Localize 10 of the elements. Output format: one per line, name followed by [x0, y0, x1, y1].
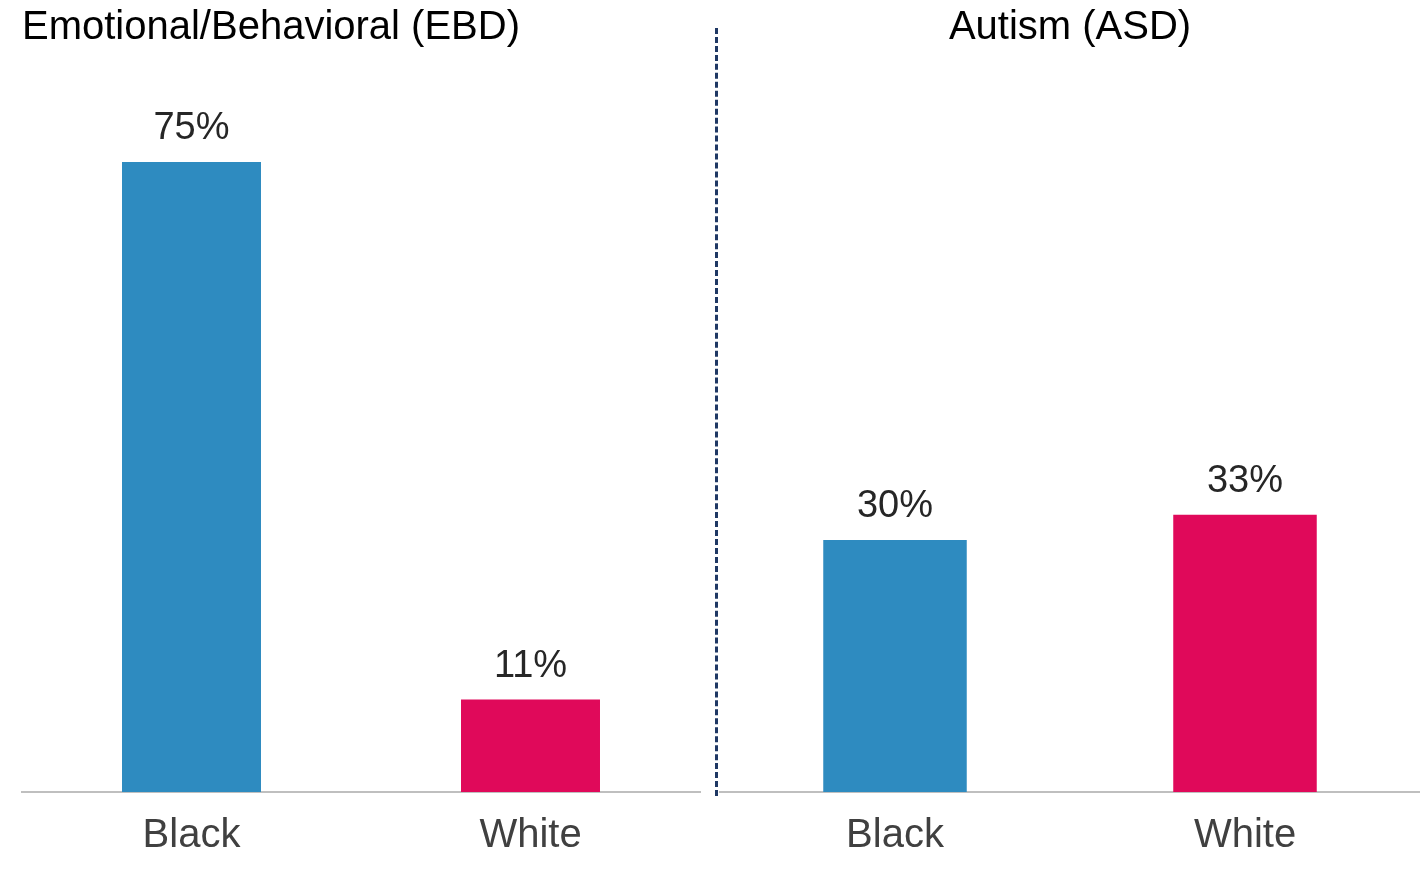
data-label: 75%	[153, 105, 230, 148]
x-tick-label: Black	[142, 811, 242, 856]
chart-title: Emotional/Behavioral (EBD)	[22, 3, 520, 48]
data-label: 11%	[493, 643, 568, 686]
chart-title: Autism (ASD)	[948, 3, 1192, 48]
x-tick-label: White	[1193, 811, 1297, 856]
data-label: 33%	[1206, 458, 1284, 501]
x-tick-label: Black	[846, 811, 945, 856]
data-label: 30%	[856, 483, 934, 526]
x-tick-label: White	[479, 811, 582, 856]
